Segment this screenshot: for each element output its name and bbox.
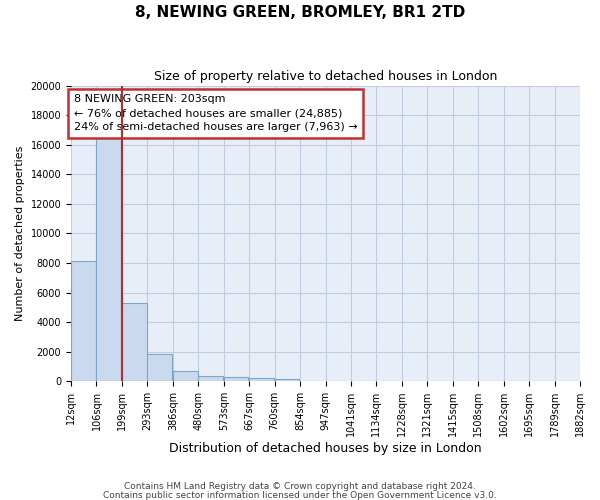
Bar bbox=[122, 303, 146, 381]
Text: 8 NEWING GREEN: 203sqm
← 76% of detached houses are smaller (24,885)
24% of semi: 8 NEWING GREEN: 203sqm ← 76% of detached… bbox=[74, 94, 357, 132]
Bar bbox=[97, 136, 121, 381]
Bar bbox=[275, 379, 299, 381]
Bar bbox=[249, 378, 274, 381]
Bar bbox=[173, 371, 197, 381]
Bar bbox=[71, 262, 96, 381]
Text: Contains HM Land Registry data © Crown copyright and database right 2024.: Contains HM Land Registry data © Crown c… bbox=[124, 482, 476, 491]
X-axis label: Distribution of detached houses by size in London: Distribution of detached houses by size … bbox=[169, 442, 482, 455]
Bar bbox=[148, 354, 172, 381]
Title: Size of property relative to detached houses in London: Size of property relative to detached ho… bbox=[154, 70, 497, 83]
Text: 8, NEWING GREEN, BROMLEY, BR1 2TD: 8, NEWING GREEN, BROMLEY, BR1 2TD bbox=[135, 5, 465, 20]
Bar bbox=[198, 376, 223, 381]
Y-axis label: Number of detached properties: Number of detached properties bbox=[15, 146, 25, 321]
Bar bbox=[224, 377, 248, 381]
Text: Contains public sector information licensed under the Open Government Licence v3: Contains public sector information licen… bbox=[103, 490, 497, 500]
